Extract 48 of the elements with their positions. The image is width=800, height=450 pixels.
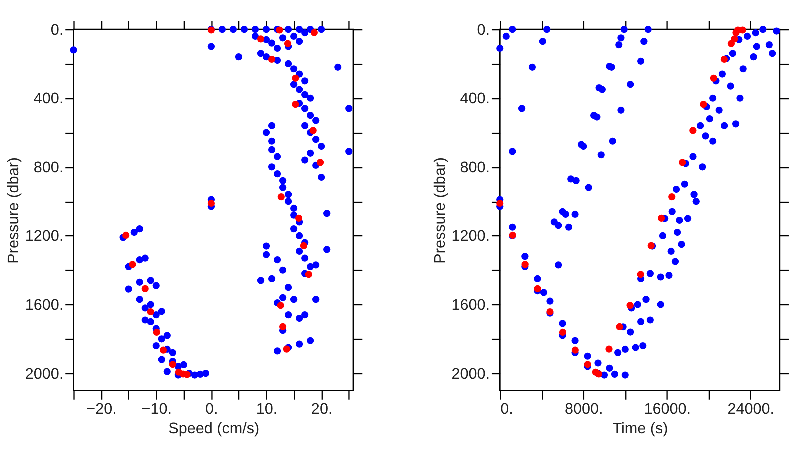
point [153, 328, 160, 336]
x-axis-title: Speed (cm/s) [168, 420, 260, 438]
point [310, 29, 318, 36]
y-tick-label: 400. [34, 90, 64, 108]
y-tick-label: 2000. [25, 366, 64, 383]
x-tick-label: 0. [500, 401, 514, 418]
x-tick-label: 0. [206, 401, 218, 418]
y-tick-label: 800. [460, 159, 490, 176]
y-tick-label: 1200. [25, 228, 64, 246]
point [147, 308, 154, 316]
point [160, 346, 168, 354]
x-tick-label: 8000. [564, 401, 604, 418]
y-tick-label: 2000. [452, 366, 490, 383]
point [169, 361, 176, 368]
point [292, 101, 300, 108]
point [122, 232, 130, 239]
y-tick-label: 400. [460, 90, 490, 108]
y-axis-title: Pressure (dbar) [6, 157, 23, 264]
point [129, 261, 136, 268]
y-tick-label: 800. [34, 159, 64, 176]
x-axis-title: Time (s) [612, 420, 668, 438]
y-tick-label: 0. [50, 22, 64, 39]
x-tick-label: −20. [86, 401, 117, 418]
point [208, 200, 215, 208]
point [142, 285, 149, 292]
x-tick-label: 20. [311, 401, 333, 418]
x-tick-label: −10. [142, 401, 172, 418]
x-tick-label: 10. [256, 401, 278, 418]
point [278, 194, 285, 201]
x-tick-label: 24000. [728, 401, 775, 418]
point [257, 36, 265, 43]
y-tick-label: 0. [477, 22, 490, 39]
point [316, 159, 324, 166]
y-tick-label: 1200. [452, 228, 490, 246]
point [310, 127, 317, 134]
point [292, 74, 300, 82]
point [277, 302, 284, 310]
y-axis-title: Pressure (dbar) [432, 157, 449, 264]
x-tick-label: 16000. [644, 401, 692, 418]
y-tick-label: 1600. [25, 297, 64, 314]
point [279, 323, 287, 331]
point [295, 214, 303, 222]
point [276, 26, 284, 34]
point [284, 40, 292, 48]
point [300, 242, 308, 250]
point [305, 271, 312, 278]
y-tick-label: 1600. [452, 297, 490, 314]
point [268, 56, 276, 64]
